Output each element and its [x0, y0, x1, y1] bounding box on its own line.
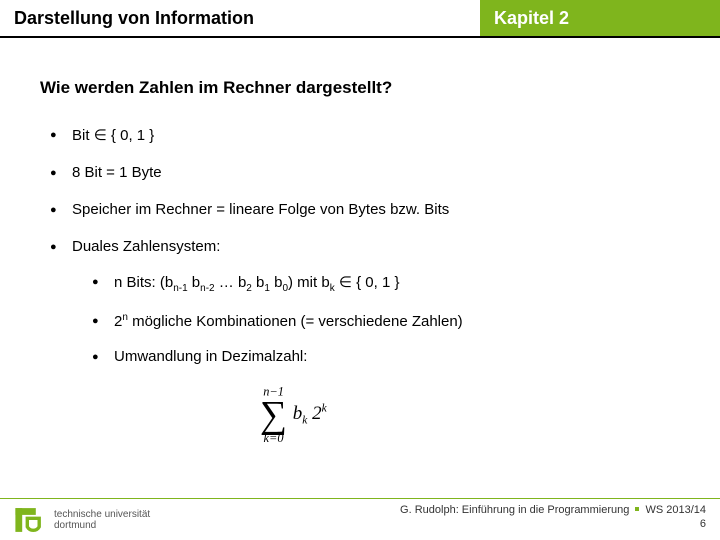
- text: b: [270, 274, 283, 291]
- list-item: Duales Zahlensystem: n Bits: (bn-1 bn-2 …: [50, 238, 680, 365]
- header-right: Kapitel 2: [480, 0, 720, 38]
- header: Darstellung von Information Kapitel 2: [0, 0, 720, 38]
- page-number: 6: [400, 517, 706, 531]
- text: { 0, 1 }: [352, 274, 400, 291]
- list-item: Umwandlung in Dezimalzahl:: [92, 348, 680, 365]
- text: … b: [215, 274, 247, 291]
- content-heading: Wie werden Zahlen im Rechner dargestellt…: [40, 78, 680, 98]
- text: n Bits: (b: [114, 274, 173, 291]
- formula-row: n−1 ∑ k=0 bk 2k: [260, 385, 659, 444]
- list-item: 2n mögliche Kombinationen (= verschieden…: [92, 312, 680, 330]
- subscript: n-2: [200, 283, 214, 294]
- text: 2: [307, 403, 321, 424]
- element-of-icon: ∈: [94, 127, 107, 144]
- sum-body: bk 2k: [293, 401, 327, 427]
- sum-lower: k=0: [264, 432, 284, 444]
- list-item: 8 Bit = 1 Byte: [50, 164, 680, 181]
- header-left: Darstellung von Information: [0, 0, 480, 38]
- footer-meta: G. Rudolph: Einführung in die Programmie…: [400, 503, 706, 532]
- uni-line2: dortmund: [54, 520, 150, 531]
- bullet-list: Bit ∈ { 0, 1 } 8 Bit = 1 Byte Speicher i…: [40, 126, 680, 365]
- university-name: technische universität dortmund: [54, 509, 150, 531]
- tu-logo-icon: [12, 503, 46, 537]
- header-title: Darstellung von Information: [14, 8, 254, 29]
- text: b: [188, 274, 201, 291]
- author-text: G. Rudolph: Einführung in die Programmie…: [400, 504, 632, 516]
- term-text: WS 2013/14: [642, 504, 706, 516]
- content: Wie werden Zahlen im Rechner dargestellt…: [0, 38, 720, 447]
- sigma-box: n−1 ∑ k=0: [260, 385, 287, 444]
- text: Duales Zahlensystem:: [72, 238, 220, 255]
- element-of-icon: ∈: [339, 274, 352, 291]
- footer-line1: G. Rudolph: Einführung in die Programmie…: [400, 503, 706, 517]
- sigma-icon: ∑: [260, 397, 287, 431]
- list-item: Speicher im Rechner = lineare Folge von …: [50, 201, 680, 218]
- text: Bit: [72, 127, 94, 144]
- sub-list: n Bits: (bn-1 bn-2 … b2 b1 b0) mit bk ∈ …: [72, 273, 680, 365]
- subscript: n-1: [173, 283, 187, 294]
- chapter-label: Kapitel 2: [494, 8, 569, 29]
- text: b: [293, 403, 303, 424]
- list-item: Bit ∈ { 0, 1 }: [50, 126, 680, 144]
- text: mögliche Kombinationen (= verschiedene Z…: [128, 313, 463, 330]
- footer: technische universität dortmund G. Rudol…: [0, 498, 720, 540]
- formula: n−1 ∑ k=0 bk 2k: [260, 385, 659, 444]
- text: Umwandlung in Dezimalzahl:: [114, 348, 307, 365]
- superscript: k: [322, 401, 327, 414]
- slide: Darstellung von Information Kapitel 2 Wi…: [0, 0, 720, 540]
- text: ) mit b: [288, 274, 330, 291]
- logo-area: technische universität dortmund: [0, 503, 150, 537]
- separator-icon: [635, 507, 639, 511]
- text: Speicher im Rechner = lineare Folge von …: [72, 201, 449, 218]
- text: 8 Bit = 1 Byte: [72, 164, 162, 181]
- text: b: [252, 274, 265, 291]
- subscript: k: [330, 283, 335, 294]
- uni-line1: technische universität: [54, 509, 150, 520]
- text: { 0, 1 }: [107, 127, 155, 144]
- list-item: n Bits: (bn-1 bn-2 … b2 b1 b0) mit bk ∈ …: [92, 273, 680, 294]
